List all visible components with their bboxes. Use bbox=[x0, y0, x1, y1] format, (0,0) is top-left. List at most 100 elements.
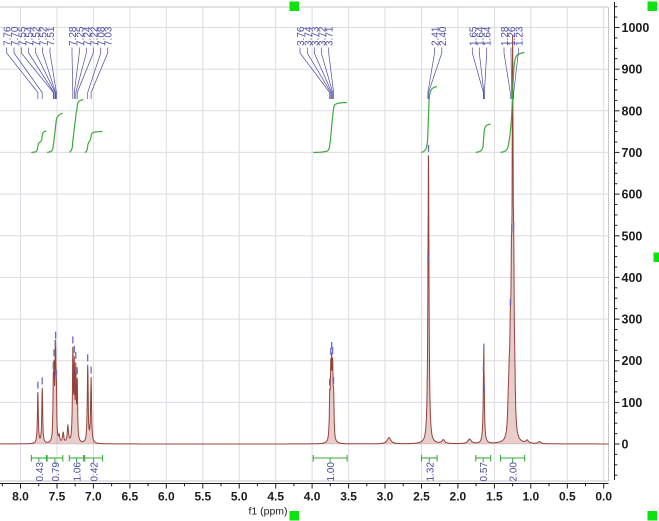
peak-label[interactable]: 1.64 bbox=[475, 26, 486, 46]
peak-label-connector bbox=[71, 47, 74, 99]
peak-label[interactable]: 7.24 bbox=[82, 26, 93, 46]
integral-value[interactable]: 0.42 bbox=[90, 462, 101, 482]
peak-label[interactable]: 7.25 bbox=[75, 26, 86, 46]
peak-label[interactable]: 3.74 bbox=[303, 26, 314, 46]
peak-label[interactable]: 1.28 bbox=[500, 26, 511, 46]
spectrum-line[interactable] bbox=[0, 35, 609, 445]
peak-label-connector bbox=[320, 47, 334, 99]
y-tick-label: 1000 bbox=[622, 21, 650, 35]
selection-handle-top-center[interactable] bbox=[289, 1, 300, 12]
peak-label[interactable]: 7.51 bbox=[46, 26, 57, 46]
peak-label[interactable]: 7.22 bbox=[89, 26, 100, 46]
peak-label[interactable]: 1.26 bbox=[507, 26, 518, 46]
peak-label[interactable]: 7.76 bbox=[3, 26, 14, 46]
y-tick-label: 800 bbox=[622, 104, 643, 118]
x-tick-label: 6.5 bbox=[122, 490, 139, 504]
peak-labels-layer[interactable]: 7.767.707.557.547.527.527.51 7.287.257.24… bbox=[3, 26, 526, 99]
y-tick-label: 900 bbox=[622, 63, 643, 77]
peak-label[interactable]: 7.70 bbox=[10, 26, 21, 46]
peak-label[interactable]: 3.72 bbox=[317, 26, 328, 46]
x-tick-label: 2.5 bbox=[413, 490, 430, 504]
x-tick-label: 1.0 bbox=[522, 490, 539, 504]
y-tick-label: 700 bbox=[622, 146, 643, 160]
peak-label-connector bbox=[427, 47, 435, 99]
peak-label-connector bbox=[471, 47, 484, 99]
integral-curve[interactable] bbox=[84, 130, 103, 153]
peak-label[interactable]: 7.52 bbox=[39, 26, 50, 46]
y-tick-label: 300 bbox=[622, 313, 643, 327]
peak-label-connector bbox=[510, 47, 513, 99]
integral-curve[interactable] bbox=[313, 101, 347, 154]
x-tick-label: 7.5 bbox=[49, 490, 66, 504]
integral-curve[interactable] bbox=[475, 123, 491, 154]
x-tick-label: 5.0 bbox=[231, 490, 248, 504]
peak-label-connector bbox=[313, 47, 333, 99]
integral-curve[interactable] bbox=[31, 130, 47, 154]
spectrum-trace[interactable] bbox=[0, 35, 609, 445]
integral-curve[interactable] bbox=[46, 112, 64, 154]
peak-label-connector bbox=[75, 47, 87, 99]
peak-label-connector bbox=[49, 47, 57, 99]
x-tick-label: 4.0 bbox=[304, 490, 321, 504]
peak-label[interactable]: 7.52 bbox=[32, 26, 43, 46]
selection-handle-top-right[interactable] bbox=[647, 1, 658, 12]
x-tick-label: 8.0 bbox=[12, 490, 29, 504]
y-tick-label: 100 bbox=[622, 396, 643, 410]
peak-label[interactable]: 1.65 bbox=[468, 26, 479, 46]
y-tick-label: 0 bbox=[622, 438, 629, 452]
peak-label[interactable]: 3.73 bbox=[310, 26, 321, 46]
y-tick-label: 500 bbox=[622, 229, 643, 243]
peak-label-connector bbox=[6, 47, 39, 99]
peak-label-connector bbox=[299, 47, 331, 99]
peak-label[interactable]: 1.23 bbox=[514, 26, 525, 46]
x-tick-label: 7.0 bbox=[85, 490, 102, 504]
y-tick-label: 400 bbox=[622, 271, 643, 285]
peak-label-connector bbox=[428, 47, 443, 99]
integral-value[interactable]: 0.79 bbox=[51, 462, 62, 482]
peak-label[interactable]: 7.28 bbox=[68, 26, 79, 46]
selection-handle-right-middle[interactable] bbox=[653, 252, 659, 263]
peak-label[interactable]: 7.55 bbox=[17, 26, 28, 46]
peak-label-connector bbox=[478, 47, 485, 99]
y-axis: 0 100 200 300 400 500 600 700 800 900 1000 bbox=[614, 2, 650, 480]
selection-handle-bottom-center[interactable] bbox=[289, 511, 300, 521]
integral-curve[interactable] bbox=[421, 85, 438, 153]
peak-label[interactable]: 1.64 bbox=[483, 26, 494, 46]
peak-label[interactable]: 7.54 bbox=[25, 26, 36, 46]
integral-curve[interactable] bbox=[500, 51, 525, 154]
peak-label[interactable]: 2.41 bbox=[431, 26, 442, 46]
x-tick-label: 0.5 bbox=[559, 490, 576, 504]
integral-value[interactable]: 1.00 bbox=[326, 462, 337, 482]
peak-label-connector bbox=[306, 47, 332, 99]
peak-label-connector bbox=[73, 47, 80, 99]
integral-value[interactable]: 1.32 bbox=[425, 462, 436, 482]
integral-curves[interactable] bbox=[31, 51, 525, 154]
x-axis: f1 (ppm) 8.0 7.5 7.0 6.5 6.0 5.5 5.0 4.5 4.0 3.5 3… bbox=[0, 483, 612, 518]
peak-label-connector bbox=[76, 47, 94, 99]
peak-label-connector bbox=[20, 47, 54, 99]
integral-value[interactable]: 0.57 bbox=[479, 462, 490, 482]
x-tick-label: 0.0 bbox=[595, 490, 612, 504]
y-tick-label: 200 bbox=[622, 354, 643, 368]
peak-label[interactable]: 7.03 bbox=[104, 26, 115, 46]
peak-label[interactable]: 7.08 bbox=[97, 26, 108, 46]
x-tick-label: 3.0 bbox=[377, 490, 394, 504]
peak-label[interactable]: 2.40 bbox=[438, 26, 449, 46]
integral-value[interactable]: 1.06 bbox=[72, 462, 83, 482]
peak-label[interactable]: 3.71 bbox=[325, 26, 336, 46]
integral-curve[interactable] bbox=[68, 98, 84, 153]
integral-value[interactable]: 0.43 bbox=[35, 462, 46, 482]
peak-label-connector bbox=[13, 47, 43, 99]
integral-value[interactable]: 2.00 bbox=[509, 462, 520, 482]
peak-label[interactable]: 3.76 bbox=[296, 26, 307, 46]
x-tick-label: 4.5 bbox=[267, 490, 284, 504]
peak-label-connector bbox=[35, 47, 56, 99]
selection-handles[interactable] bbox=[289, 1, 659, 521]
peak-label-connector bbox=[513, 47, 519, 99]
peak-label-connector bbox=[90, 47, 109, 99]
peak-label-connector bbox=[42, 47, 56, 99]
selection-handle-bottom-right[interactable] bbox=[647, 511, 658, 521]
integral-brackets-layer[interactable]: 0.43 0.79 1.06 0.42 1.00 1.32 0.57 2.00 bbox=[30, 455, 526, 482]
